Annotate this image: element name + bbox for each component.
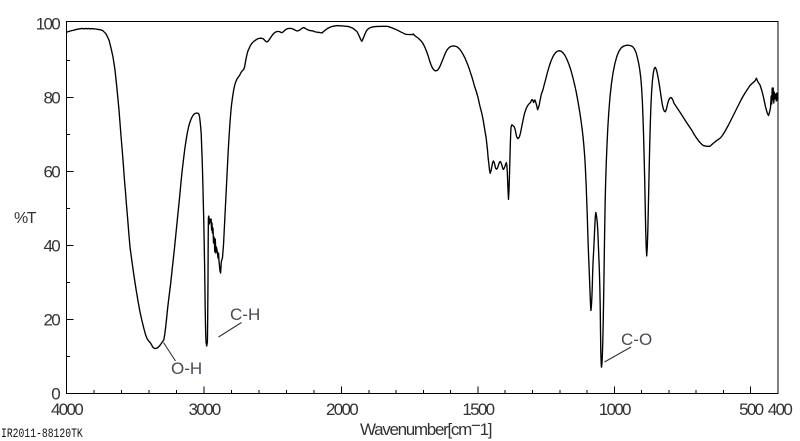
svg-text:0: 0 xyxy=(51,385,60,404)
svg-text:400: 400 xyxy=(768,400,793,419)
svg-text:3000: 3000 xyxy=(188,400,220,419)
svg-text:40: 40 xyxy=(43,237,60,256)
svg-text:1000: 1000 xyxy=(599,400,631,419)
svg-text:C-H: C-H xyxy=(230,305,260,324)
svg-text:1500: 1500 xyxy=(462,400,494,419)
svg-text:C-O: C-O xyxy=(621,330,652,349)
svg-text:O-H: O-H xyxy=(171,359,202,378)
svg-text:60: 60 xyxy=(43,163,60,182)
svg-text:4000: 4000 xyxy=(51,400,83,419)
svg-text:IR2011-88120TK: IR2011-88120TK xyxy=(1,428,83,441)
svg-text:500: 500 xyxy=(739,400,764,419)
svg-text:100: 100 xyxy=(36,15,61,34)
svg-text:2000: 2000 xyxy=(326,400,358,419)
svg-text:%T: %T xyxy=(14,210,37,227)
svg-text:20: 20 xyxy=(43,311,60,330)
svg-text:80: 80 xyxy=(43,89,60,108)
svg-text:Wavenumber[cm−1]: Wavenumber[cm−1] xyxy=(360,416,492,439)
